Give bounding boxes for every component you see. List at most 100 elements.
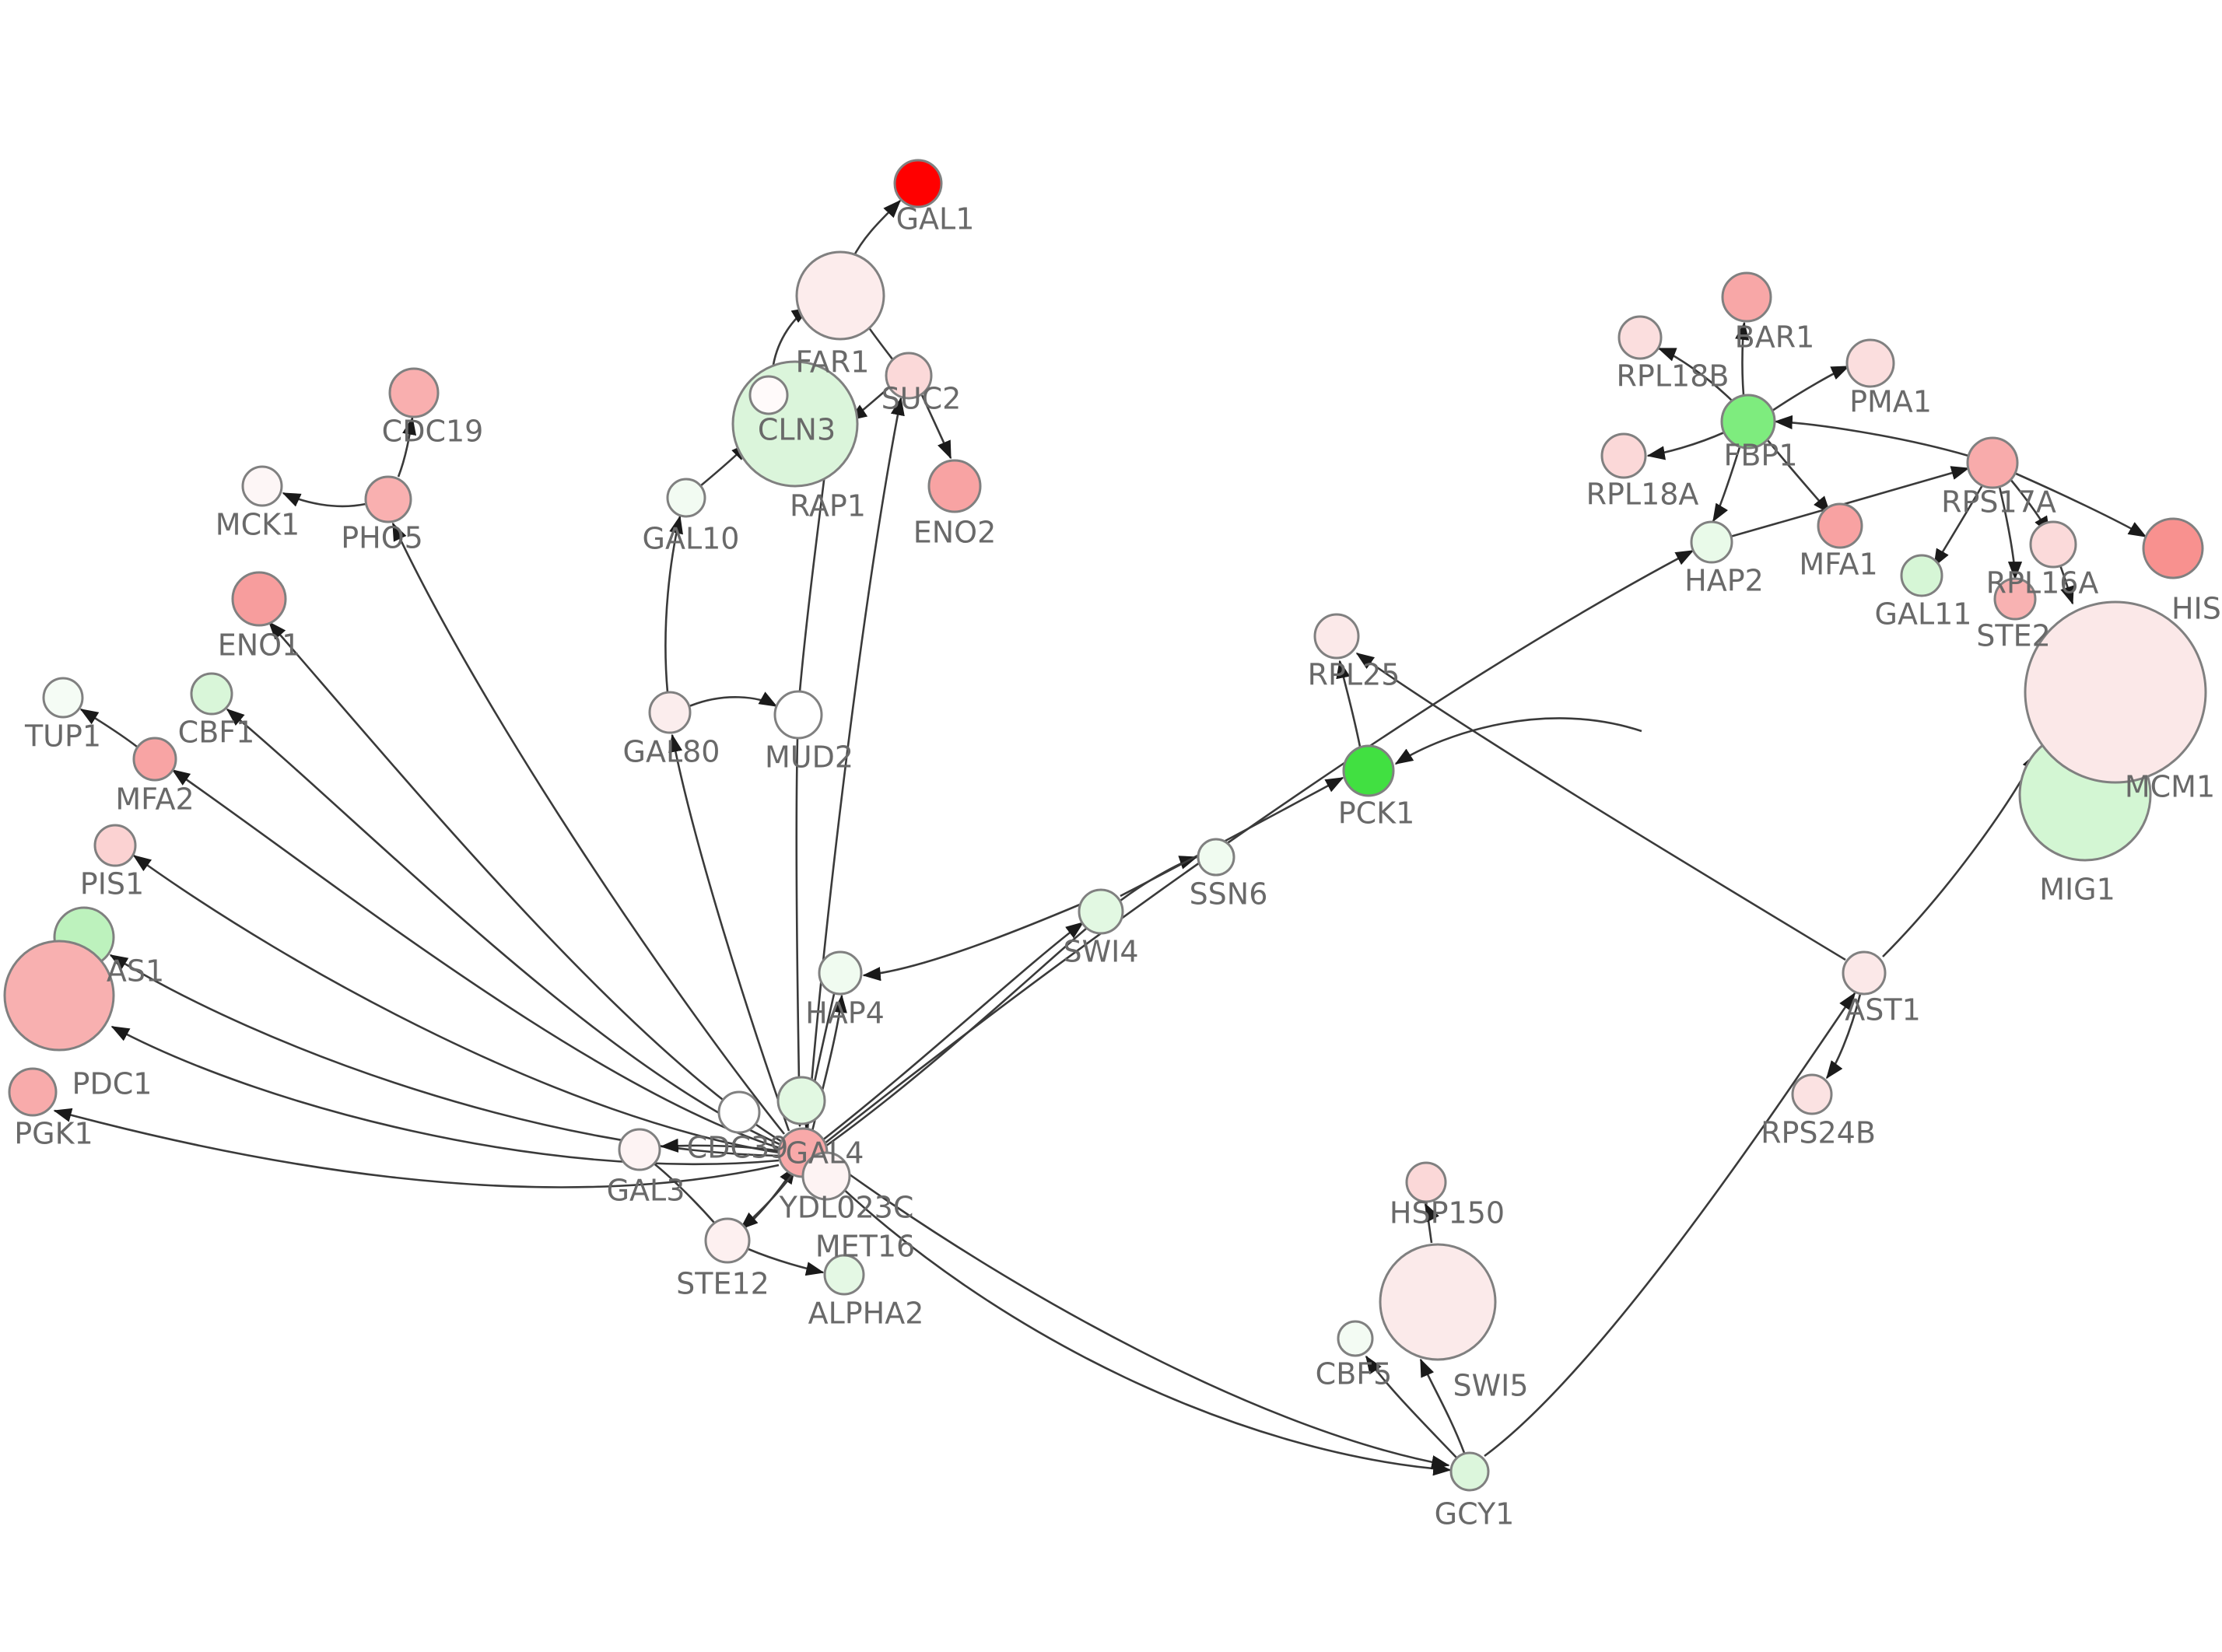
- node-pgk1[interactable]: [8, 1067, 58, 1117]
- node-cbf5[interactable]: [1337, 1320, 1374, 1357]
- node-far1[interactable]: [795, 250, 885, 341]
- node-label-cbf5: CBF5: [1316, 1357, 1393, 1391]
- node-rpl18a[interactable]: [1600, 432, 1647, 479]
- edge-gal4-to-pis1: [132, 854, 780, 1154]
- node-label-cbf1: CBF1: [178, 716, 255, 750]
- node-cln3hole[interactable]: [748, 375, 789, 415]
- edge-ste12-to-gal3: [651, 1160, 715, 1223]
- node-label-met16: MET16: [815, 1230, 915, 1264]
- node-label-bar1: BAR1: [1735, 320, 1815, 355]
- node-label-his4: HIS4: [2171, 592, 2222, 626]
- edge-swi4-to-ssn6: [1120, 856, 1198, 902]
- edge-rps17a-to-fbp1: [1774, 415, 1969, 457]
- node-label-rpl16a: RPL16A: [1986, 566, 2099, 600]
- edge-ast1-to-mcm1: [1882, 751, 2038, 957]
- node-ste2[interactable]: [1993, 577, 2037, 621]
- node-cdc39[interactable]: [717, 1090, 761, 1134]
- node-gal10[interactable]: [666, 478, 706, 518]
- node-label-ydl023c: YDL023C: [779, 1191, 914, 1225]
- node-rpl18b[interactable]: [1617, 315, 1663, 360]
- node-pho5[interactable]: [364, 475, 412, 523]
- node-gal1[interactable]: [893, 159, 943, 208]
- edge-gal4-to-mfa2: [171, 768, 780, 1150]
- node-rpl16a[interactable]: [2029, 520, 2077, 569]
- edge-gal4-to-pdc1: [110, 1025, 780, 1165]
- node-ste12[interactable]: [704, 1217, 751, 1264]
- node-ydl023c[interactable]: [801, 1151, 851, 1201]
- edge-far1-to-gal1: [851, 199, 902, 259]
- node-hap4[interactable]: [818, 950, 863, 996]
- node-ssn6[interactable]: [1197, 838, 1235, 877]
- node-label-rpl25: RPL25: [1308, 658, 1400, 692]
- node-label-gal1: GAL1: [896, 202, 975, 236]
- node-label-fbp1: FBP1: [1723, 439, 1797, 473]
- edge-gal4-to-gcy1b: [838, 1165, 1450, 1470]
- node-pdc1[interactable]: [3, 940, 115, 1052]
- node-eno2[interactable]: [927, 459, 982, 513]
- node-suc2[interactable]: [885, 352, 933, 400]
- edge-pck1-to-rpl25: [1336, 660, 1362, 747]
- node-label-far1: FAR1: [796, 345, 870, 380]
- node-ast1[interactable]: [1842, 950, 1887, 996]
- edge-gal4-to-gas1: [109, 954, 780, 1157]
- node-mck1[interactable]: [241, 465, 283, 507]
- node-label-swi5: SWI5: [1453, 1369, 1528, 1403]
- edge-mud2-to-gal4: [792, 737, 807, 1128]
- edge-ste12-to-alpha2: [748, 1248, 825, 1276]
- node-label-mig1: MIG1: [2039, 873, 2115, 907]
- node-hsp150[interactable]: [1405, 1161, 1447, 1203]
- node-label-rpl18b: RPL18B: [1617, 359, 1730, 394]
- edge-swi5-to-hsp150: [1424, 1202, 1439, 1244]
- node-label-cdc19: CDC19: [382, 415, 484, 449]
- node-label-gal4: GAL4: [786, 1136, 864, 1171]
- node-bar1[interactable]: [1721, 271, 1772, 323]
- node-pis1[interactable]: [93, 824, 137, 867]
- node-gal11[interactable]: [1900, 554, 1943, 597]
- node-rpl25[interactable]: [1313, 613, 1360, 660]
- node-label-eno2: ENO2: [913, 516, 997, 550]
- node-pma1[interactable]: [1845, 338, 1895, 388]
- node-rps17a[interactable]: [1966, 436, 2019, 489]
- node-label-pho5: PHO5: [341, 521, 423, 555]
- edge-gcy1-to-ast1: [1484, 992, 1856, 1458]
- node-fbp1[interactable]: [1720, 394, 1776, 450]
- node-cdc19[interactable]: [388, 367, 440, 418]
- node-mfa2[interactable]: [132, 737, 177, 782]
- edge-gal4-to-gcy1: [824, 1171, 1452, 1476]
- node-cbf1[interactable]: [190, 672, 233, 716]
- node-label-swi4: SWI4: [1063, 935, 1138, 969]
- node-label-mud2: MUD2: [765, 740, 853, 775]
- node-label-cln3: CLN3: [758, 413, 836, 447]
- node-mud2[interactable]: [773, 690, 823, 740]
- edge-gcy1-to-cbf5: [1365, 1355, 1457, 1458]
- node-eno1[interactable]: [231, 571, 287, 627]
- edge-gal4-to-swi4b: [822, 928, 1087, 1150]
- node-label-gas1: AS1: [107, 954, 164, 989]
- node-gal80[interactable]: [648, 691, 692, 734]
- node-mcm1[interactable]: [2024, 600, 2207, 784]
- node-label-hap4: HAP4: [805, 996, 885, 1031]
- node-mfa1[interactable]: [1817, 502, 1863, 549]
- node-his4[interactable]: [2142, 517, 2204, 579]
- node-pck1[interactable]: [1342, 744, 1395, 797]
- node-label-pma1: PMA1: [1849, 385, 1932, 419]
- node-label-pis1: PIS1: [80, 867, 144, 901]
- edge-fbp1-to-bar1: [1735, 321, 1750, 396]
- node-swi5[interactable]: [1379, 1243, 1497, 1361]
- node-label-pgk1: PGK1: [14, 1117, 93, 1151]
- node-label-eno1: ENO1: [218, 628, 301, 663]
- node-label-ssn6: SSN6: [1190, 877, 1268, 912]
- node-tup1[interactable]: [42, 677, 84, 719]
- node-gal3[interactable]: [618, 1128, 661, 1171]
- node-swi4[interactable]: [1078, 888, 1124, 935]
- node-label-ast1: AST1: [1845, 993, 1921, 1027]
- node-rps24b[interactable]: [1791, 1073, 1833, 1115]
- node-hap2[interactable]: [1690, 520, 1733, 564]
- nodes-layer: [3, 159, 2207, 1492]
- node-gcy1[interactable]: [1449, 1451, 1490, 1492]
- edge-gal4-to-gal3: [660, 1138, 782, 1153]
- node-alpha2[interactable]: [823, 1254, 865, 1296]
- node-label-gcy1: GCY1: [1435, 1497, 1515, 1531]
- node-gal4up[interactable]: [776, 1076, 826, 1125]
